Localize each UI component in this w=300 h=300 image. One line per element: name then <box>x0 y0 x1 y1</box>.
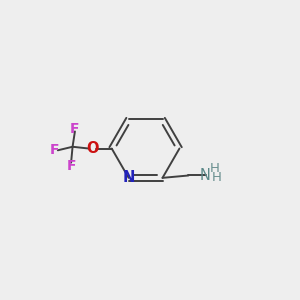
Text: F: F <box>50 143 60 157</box>
Text: F: F <box>66 159 76 172</box>
Text: H: H <box>210 162 220 175</box>
Text: O: O <box>86 141 99 156</box>
Text: N: N <box>200 168 211 183</box>
Text: H: H <box>212 171 222 184</box>
Text: F: F <box>70 122 80 136</box>
Text: N: N <box>122 170 135 185</box>
